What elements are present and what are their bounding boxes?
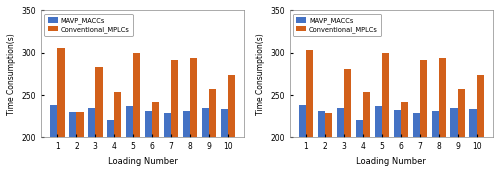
Bar <box>114 92 121 176</box>
Legend: MAVP_MACCs, Conventional_MPLCs: MAVP_MACCs, Conventional_MPLCs <box>293 14 381 36</box>
Bar <box>318 111 325 176</box>
Bar <box>363 92 370 176</box>
X-axis label: Loading Number: Loading Number <box>108 157 178 166</box>
Bar <box>209 89 216 176</box>
Bar <box>221 109 228 176</box>
Bar <box>171 60 178 176</box>
Bar <box>164 113 171 176</box>
X-axis label: Loading Number: Loading Number <box>356 157 426 166</box>
Bar <box>450 108 458 176</box>
Bar <box>401 102 408 176</box>
Bar <box>58 49 64 176</box>
Bar <box>133 53 140 176</box>
Bar <box>152 102 160 176</box>
Bar <box>145 111 152 176</box>
Bar <box>438 58 446 176</box>
Bar <box>374 106 382 176</box>
Bar <box>190 58 198 176</box>
Bar <box>50 105 58 176</box>
Legend: MAVP_MACCs, Conventional_MPLCs: MAVP_MACCs, Conventional_MPLCs <box>44 14 132 36</box>
Bar <box>344 69 351 176</box>
Bar <box>476 75 484 176</box>
Bar <box>420 60 427 176</box>
Y-axis label: Time Consumption(s): Time Consumption(s) <box>7 33 16 115</box>
Bar <box>470 109 476 176</box>
Bar <box>96 67 102 176</box>
Bar <box>76 112 84 176</box>
Bar <box>394 110 401 176</box>
Bar <box>356 120 363 176</box>
Bar <box>202 108 209 176</box>
Bar <box>325 113 332 176</box>
Bar <box>69 112 76 176</box>
Bar <box>306 50 313 176</box>
Y-axis label: Time Consumption(s): Time Consumption(s) <box>256 33 264 115</box>
Bar <box>458 89 465 176</box>
Bar <box>412 113 420 176</box>
Bar <box>432 111 438 176</box>
Bar <box>126 106 133 176</box>
Bar <box>336 108 344 176</box>
Bar <box>299 105 306 176</box>
Bar <box>107 120 114 176</box>
Bar <box>228 75 235 176</box>
Bar <box>382 53 389 176</box>
Bar <box>183 111 190 176</box>
Bar <box>88 108 96 176</box>
